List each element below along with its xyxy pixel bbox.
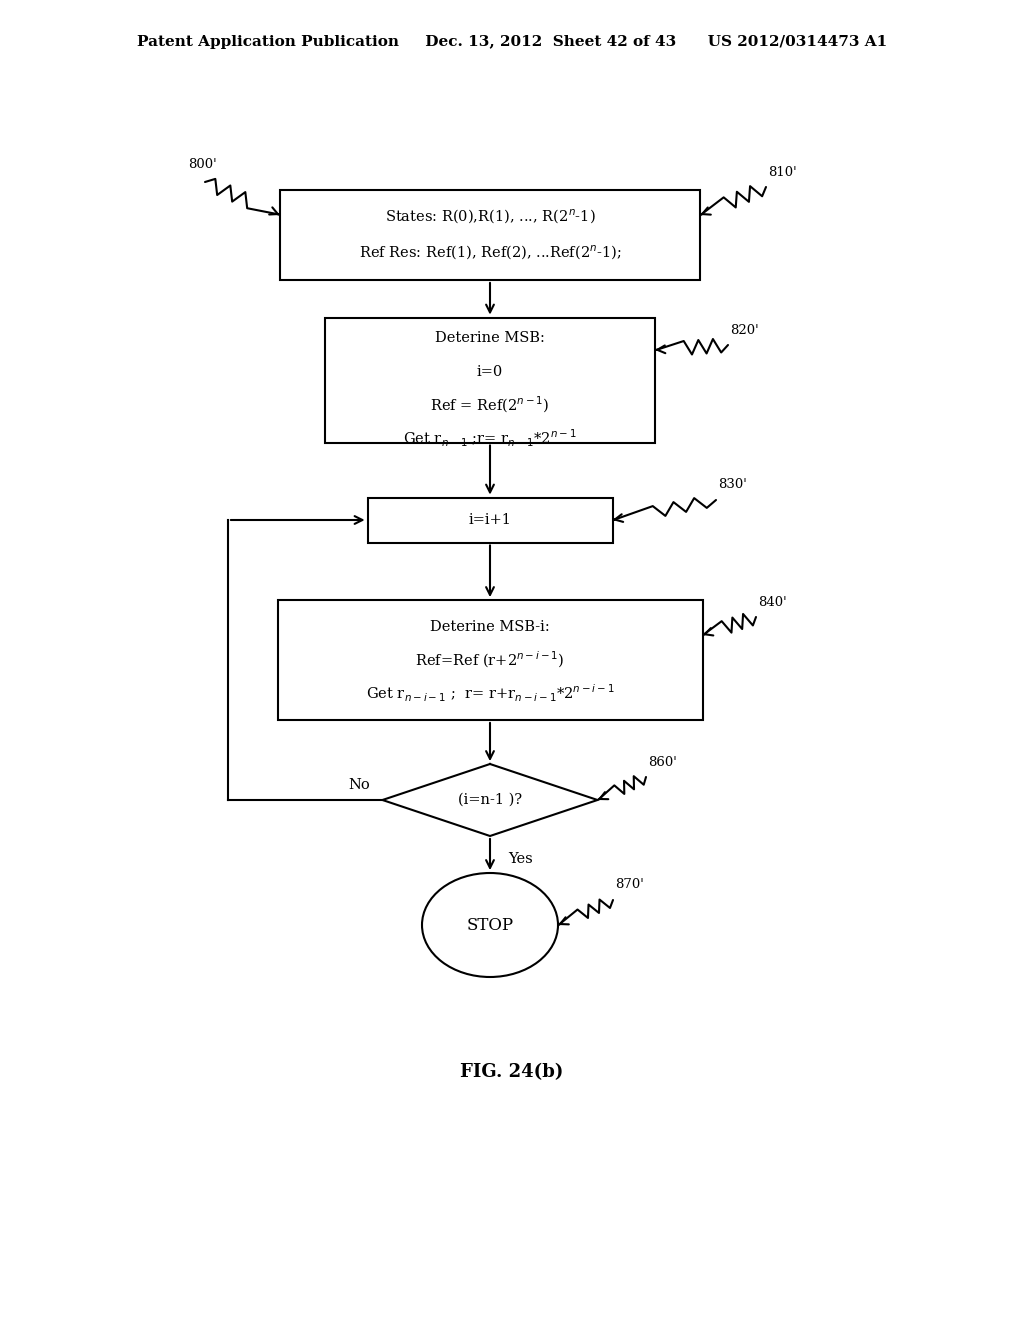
Text: Patent Application Publication     Dec. 13, 2012  Sheet 42 of 43      US 2012/03: Patent Application Publication Dec. 13, … <box>137 36 887 49</box>
Text: Deterine MSB:: Deterine MSB: <box>435 331 545 346</box>
Text: Get r$_{n-i-1}$ ;  r= r+r$_{n-i-1}$*2$^{n-i-1}$: Get r$_{n-i-1}$ ; r= r+r$_{n-i-1}$*2$^{n… <box>366 682 614 704</box>
Text: (i=n-1 )?: (i=n-1 )? <box>458 793 522 807</box>
Text: Ref Res: Ref(1), Ref(2), ...Ref(2$^n$-1);: Ref Res: Ref(1), Ref(2), ...Ref(2$^n$-1)… <box>358 244 622 263</box>
Text: i=i+1: i=i+1 <box>469 513 511 527</box>
Bar <box>368 498 612 543</box>
Text: Ref = Ref(2$^{n-1}$): Ref = Ref(2$^{n-1}$) <box>430 395 550 416</box>
Text: Ref=Ref (r+2$^{n-i-1}$): Ref=Ref (r+2$^{n-i-1}$) <box>416 649 565 671</box>
Text: 840': 840' <box>758 595 786 609</box>
Bar <box>325 318 655 442</box>
Text: States: R(0),R(1), ..., R(2$^n$-1): States: R(0),R(1), ..., R(2$^n$-1) <box>385 207 595 226</box>
Text: FIG. 24(b): FIG. 24(b) <box>461 1063 563 1081</box>
Text: 820': 820' <box>730 323 759 337</box>
Ellipse shape <box>422 873 558 977</box>
Text: 860': 860' <box>648 755 677 768</box>
Text: 800': 800' <box>188 158 217 172</box>
Text: 810': 810' <box>768 165 797 178</box>
Text: 830': 830' <box>718 479 746 491</box>
Text: Deterine MSB-i:: Deterine MSB-i: <box>430 620 550 634</box>
Text: STOP: STOP <box>467 916 514 933</box>
Text: Yes: Yes <box>508 851 532 866</box>
Bar <box>278 601 702 719</box>
Text: No: No <box>349 777 371 792</box>
Text: 870': 870' <box>615 879 644 891</box>
Text: i=0: i=0 <box>477 364 503 379</box>
Text: Get r$_{n-1}$ ;r= r$_{n-1}$*2$^{n-1}$: Get r$_{n-1}$ ;r= r$_{n-1}$*2$^{n-1}$ <box>403 428 577 449</box>
Bar <box>280 190 700 280</box>
